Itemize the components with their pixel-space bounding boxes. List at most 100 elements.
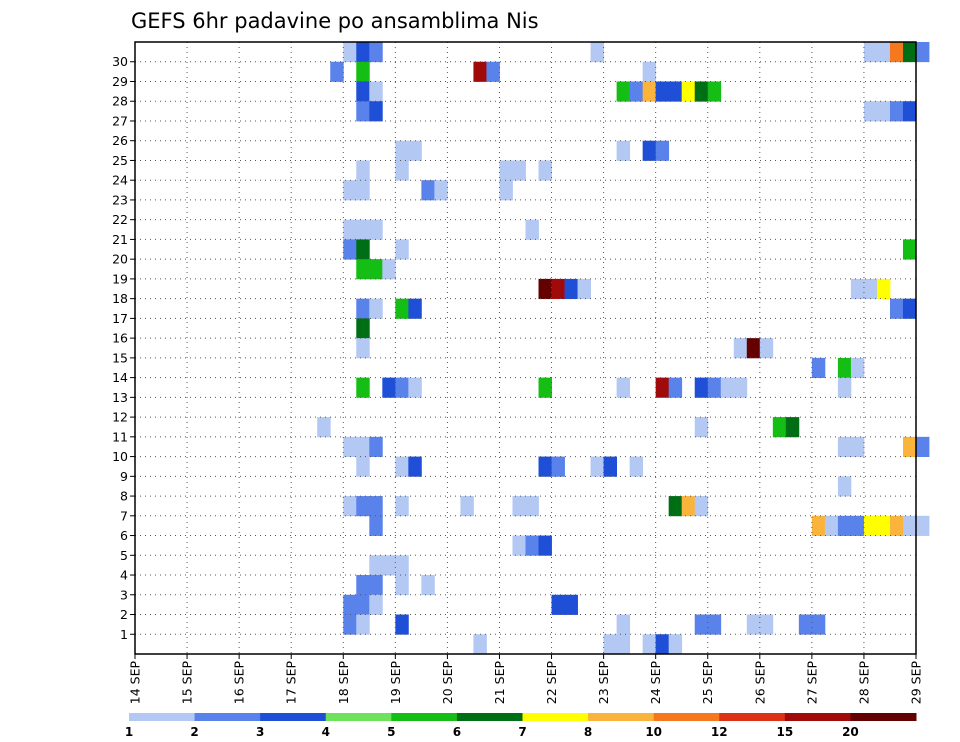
y-tick-label: 18 <box>112 291 128 306</box>
heatmap-cell <box>564 594 578 615</box>
heatmap-cell <box>343 496 357 517</box>
heatmap-cell <box>356 496 370 517</box>
plot-frame <box>134 41 917 655</box>
heatmap-cell <box>356 239 370 260</box>
heatmap-cell <box>590 456 604 477</box>
heatmap-cell <box>694 496 709 517</box>
y-tick-label: 22 <box>112 212 128 227</box>
heatmap-cell <box>850 278 865 300</box>
heatmap-cell <box>902 42 917 63</box>
heatmap-cells <box>317 42 930 655</box>
colorbar-swatch <box>588 713 655 721</box>
colorbar-label: 5 <box>387 725 395 739</box>
heatmap-cell <box>681 81 696 102</box>
heatmap-cell <box>889 42 904 63</box>
heatmap-cell <box>837 515 852 536</box>
x-tick-label: 19 SEP <box>388 661 403 705</box>
heatmap-cell <box>395 496 409 517</box>
heatmap-cell <box>551 278 565 300</box>
colorbar: 1 2 3 4 5 6 7 8 10 12 15 20 <box>125 713 917 739</box>
heatmap-cell <box>408 456 422 477</box>
colorbar-label: 8 <box>584 725 592 739</box>
heatmap-cell <box>421 575 435 596</box>
y-tick-label: 30 <box>112 54 128 69</box>
y-tick-label: 4 <box>120 568 128 583</box>
heatmap-cell <box>369 42 383 63</box>
heatmap-cell <box>395 575 409 596</box>
y-tick-label: 21 <box>112 232 128 247</box>
heatmap-cell <box>590 42 604 63</box>
heatmap-cell <box>850 515 865 536</box>
heatmap-cell <box>772 417 787 438</box>
heatmap-cell <box>395 298 409 319</box>
heatmap-cell <box>343 42 357 63</box>
x-tick-label: 17 SEP <box>284 661 299 705</box>
x-tick-label: 15 SEP <box>180 661 195 705</box>
heatmap-cell <box>889 515 904 536</box>
heatmap-cell <box>577 278 591 300</box>
x-tick-label: 18 SEP <box>336 661 351 705</box>
colorbar-swatch <box>194 713 261 721</box>
heatmap-cell <box>837 377 852 398</box>
heatmap-cell <box>759 614 774 635</box>
heatmap-cell <box>889 101 904 122</box>
heatmap-cell <box>811 614 826 635</box>
y-tick-label: 17 <box>112 311 128 326</box>
heatmap-cell <box>343 219 357 240</box>
heatmap-cell <box>642 634 657 655</box>
heatmap-cell <box>746 614 761 635</box>
y-tick-label: 14 <box>112 370 128 385</box>
heatmap-cell <box>733 338 748 359</box>
heatmap-cell <box>863 515 878 536</box>
colorbar-label: 20 <box>842 725 859 739</box>
heatmap-cell <box>916 436 930 457</box>
heatmap-cell <box>382 259 396 280</box>
heatmap-cell <box>499 160 513 181</box>
heatmap-cell <box>902 436 917 457</box>
y-axis-ticks: 1234567891011121314151617181920212223242… <box>112 54 135 642</box>
heatmap-cell <box>902 239 917 260</box>
colorbar-swatch <box>522 713 589 721</box>
heatmap-cell <box>343 436 357 457</box>
heatmap-cell <box>629 456 644 477</box>
heatmap-cell <box>876 515 891 536</box>
heatmap-cell <box>616 81 631 102</box>
heatmap-cell <box>356 259 370 280</box>
y-tick-label: 7 <box>120 508 128 523</box>
x-tick-label: 28 SEP <box>856 661 871 705</box>
chart-title: GEFS 6hr padavine po ansamblima Nis <box>131 9 539 33</box>
heatmap-cell <box>668 634 683 655</box>
y-tick-label: 23 <box>112 192 128 207</box>
heatmap-cell <box>395 614 409 635</box>
heatmap-cell <box>356 338 370 359</box>
heatmap-cell <box>369 594 383 615</box>
heatmap-cell <box>863 278 878 300</box>
y-tick-label: 11 <box>112 429 128 444</box>
y-tick-label: 20 <box>112 252 128 267</box>
x-tick-label: 29 SEP <box>909 661 924 705</box>
heatmap-cell <box>343 239 357 260</box>
heatmap-cell <box>616 614 631 635</box>
heatmap-cell <box>668 377 683 398</box>
heatmap-cell <box>837 436 852 457</box>
heatmap-cell <box>369 101 383 122</box>
heatmap-cell <box>707 81 722 102</box>
colorbar-label: 15 <box>776 725 793 739</box>
heatmap-cell <box>694 614 709 635</box>
y-tick-label: 12 <box>112 410 128 425</box>
y-tick-label: 26 <box>112 133 128 148</box>
heatmap-cell <box>369 555 383 576</box>
heatmap-cell <box>694 81 709 102</box>
heatmap-cell <box>356 81 370 102</box>
heatmap-cell <box>395 555 409 576</box>
heatmap-cell <box>369 259 383 280</box>
y-tick-label: 15 <box>112 350 128 365</box>
heatmap-cell <box>746 338 761 359</box>
heatmap-cell <box>408 298 422 319</box>
heatmap-cell <box>889 298 904 319</box>
heatmap-cell <box>343 614 357 635</box>
heatmap-cell <box>356 456 370 477</box>
heatmap-cell <box>356 594 370 615</box>
y-tick-label: 16 <box>112 331 128 346</box>
heatmap-cell <box>395 140 409 161</box>
